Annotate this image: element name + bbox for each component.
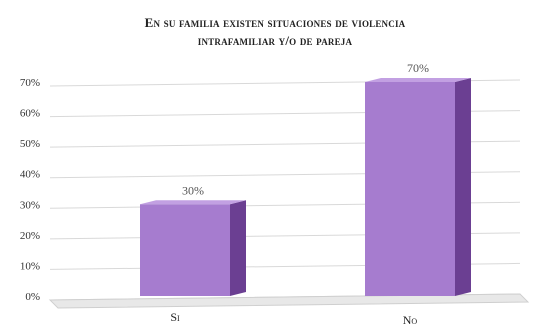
bar-side xyxy=(230,200,246,296)
y-axis-ticks: 0% 10% 20% 30% 40% 50% 60% 70% xyxy=(20,77,40,303)
chart-floor-plane xyxy=(48,293,530,309)
chart-title-line-1: En su familia existen situaciones de vio… xyxy=(145,15,406,30)
bar-si xyxy=(140,200,246,296)
y-tick-label: 0% xyxy=(25,291,40,303)
data-label-no: 70% xyxy=(407,61,429,75)
bar-side xyxy=(455,78,471,296)
x-axis-labels: Si No xyxy=(170,310,417,327)
y-tick-label: 10% xyxy=(20,260,40,272)
bar-top xyxy=(365,78,471,82)
chart-floor xyxy=(48,293,530,309)
y-tick-label: 60% xyxy=(20,108,40,120)
y-tick-label: 30% xyxy=(20,199,40,211)
y-tick-label: 50% xyxy=(20,138,40,150)
y-tick-label: 70% xyxy=(20,77,40,89)
bar-front xyxy=(140,204,230,296)
x-tick-label-no: No xyxy=(403,313,418,327)
chart-title: En su familia existen situaciones de vio… xyxy=(145,15,406,48)
bars xyxy=(140,78,471,296)
bar-top xyxy=(140,200,246,205)
y-tick-label: 40% xyxy=(20,169,40,181)
chart-title-line-2: intrafamiliar y/o de pareja xyxy=(198,33,353,48)
bar-front xyxy=(365,82,455,296)
x-tick-label-si: Si xyxy=(170,310,180,324)
data-label-si: 30% xyxy=(182,183,204,197)
gridlines xyxy=(49,79,521,301)
y-tick-label: 20% xyxy=(20,230,40,242)
data-labels: 30% 70% xyxy=(182,61,429,197)
bar-no xyxy=(365,78,471,296)
